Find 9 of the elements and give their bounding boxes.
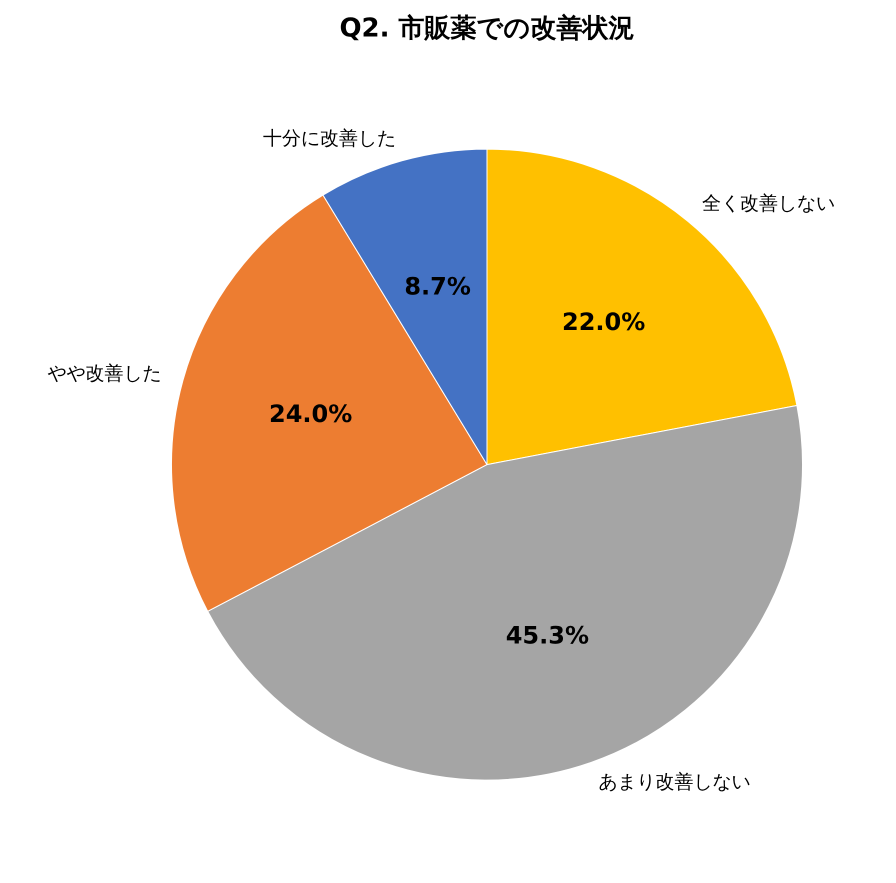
- chart-title: Q2. 市販薬での改善状況: [339, 13, 635, 44]
- data-label: 22.0%: [562, 308, 646, 336]
- slice-label: 全く改善しない: [702, 192, 836, 214]
- slice-label: やや改善した: [48, 362, 162, 384]
- slice-label: 十分に改善した: [262, 128, 396, 150]
- data-label: 8.7%: [404, 272, 471, 301]
- data-label: 24.0%: [269, 400, 352, 428]
- data-label: 45.3%: [506, 622, 589, 650]
- slice-label: あまり改善しない: [598, 771, 750, 794]
